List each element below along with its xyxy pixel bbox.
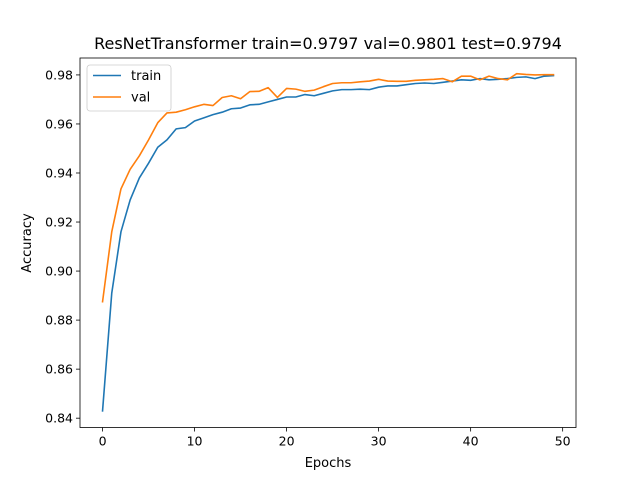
y-axis-title: Accuracy [20,213,35,273]
x-tick-label: 20 [279,434,295,449]
legend-label-train: train [131,69,161,84]
y-tick-label: 0.90 [45,264,73,279]
y-axis: 0.84 0.86 0.88 0.90 0.92 0.94 0.96 0.98 [45,67,80,426]
legend-box [86,64,172,112]
x-tick-label: 30 [371,434,387,449]
x-tick-label: 50 [555,434,571,449]
series-line-val [101,72,555,303]
x-tick-label: 0 [99,434,107,449]
y-tick-label: 0.96 [45,116,73,131]
legend: train val [86,64,172,112]
legend-label-val: val [131,91,150,106]
y-tick-label: 0.86 [45,362,73,377]
x-tick-label: 40 [463,434,479,449]
y-tick-label: 0.92 [45,215,73,230]
x-axis: 0 10 20 30 40 50 [99,427,571,449]
y-tick-label: 0.98 [45,67,73,82]
x-tick-label: 10 [187,434,203,449]
plot-lines [101,72,555,412]
y-tick-label: 0.84 [45,411,73,426]
y-tick-label: 0.94 [45,165,73,180]
plot-frame [79,57,577,428]
chart-title: ResNetTransformer train=0.9797 val=0.980… [94,34,562,53]
x-axis-title: Epochs [305,456,352,471]
y-tick-label: 0.88 [45,313,73,328]
